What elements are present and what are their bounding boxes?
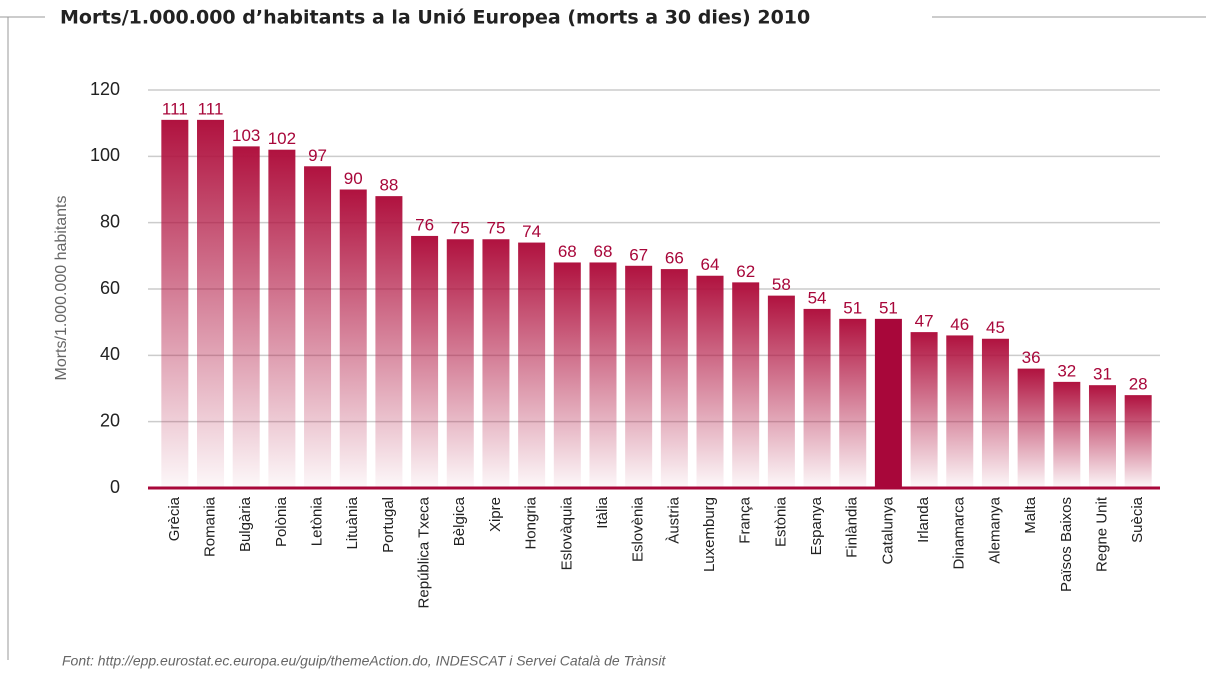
bar [589, 262, 617, 488]
value-label: 62 [736, 262, 755, 281]
x-tick-label: República Txeca [416, 496, 433, 608]
x-tick-label: Bulgària [237, 496, 254, 552]
value-label: 88 [379, 176, 398, 195]
x-tick-label: Eslovàquia [558, 496, 575, 570]
value-label: 32 [1057, 361, 1076, 380]
y-tick-label: 20 [100, 410, 120, 430]
x-tick-label: Suècia [1129, 496, 1146, 543]
bar [660, 269, 688, 488]
bar [910, 332, 938, 488]
x-tick-label: Luxemburg [701, 497, 718, 572]
y-tick-label: 100 [90, 145, 120, 165]
x-tick-label: Letònia [309, 496, 326, 546]
value-label: 111 [198, 99, 224, 118]
bar [1017, 368, 1045, 488]
bar [339, 189, 367, 488]
bar [696, 275, 724, 488]
value-label: 97 [308, 146, 327, 165]
y-tick-label: 0 [110, 477, 120, 497]
x-tick-label: Lituània [344, 496, 361, 549]
bar [946, 335, 974, 488]
chart-title: Morts/1.000.000 d’habitants a la Unió Eu… [60, 7, 810, 29]
bar [553, 262, 581, 488]
bar [874, 318, 902, 488]
value-label: 31 [1093, 365, 1112, 384]
value-label: 102 [268, 129, 296, 148]
value-label: 47 [915, 312, 934, 331]
value-label: 67 [629, 245, 648, 264]
value-label: 66 [665, 249, 684, 268]
value-label: 74 [522, 222, 541, 241]
y-tick-label: 60 [100, 278, 120, 298]
bar [839, 318, 867, 488]
bar [446, 239, 474, 488]
value-label: 28 [1129, 375, 1148, 394]
source: Font: http://epp.eurostat.ec.europa.eu/g… [62, 653, 666, 669]
bar [1088, 385, 1116, 488]
bar [767, 295, 795, 488]
bar [482, 239, 510, 488]
x-tick-label: Xipre [487, 497, 504, 532]
x-tick-label: Itàlia [594, 496, 611, 528]
x-tick-label: Hongria [523, 496, 540, 549]
x-tick-label: Malta [1022, 496, 1039, 533]
bar [1053, 381, 1081, 488]
bar [232, 146, 260, 488]
x-tick-label: França [737, 496, 754, 543]
x-tick-label: Àustria [665, 496, 682, 543]
x-tick-label: Polònia [273, 496, 290, 547]
x-tick-label: Catalunya [879, 496, 896, 564]
value-label: 75 [486, 219, 505, 238]
x-tick-label: Dinamarca [951, 496, 968, 569]
bar [375, 196, 403, 488]
bar [304, 166, 332, 489]
value-label: 68 [558, 242, 577, 261]
value-label: 75 [451, 219, 470, 238]
value-label: 64 [701, 255, 720, 274]
y-tick-label: 120 [90, 79, 120, 99]
bar [803, 308, 831, 488]
y-axis-label: Morts/1.000.000 habitants [53, 195, 70, 380]
bar [981, 338, 1009, 488]
y-tick-label: 40 [100, 344, 120, 364]
x-tick-label: Grècia [166, 496, 183, 541]
x-tick-label: Eslovènia [630, 496, 647, 562]
x-tick-label: Alemanya [986, 496, 1003, 563]
value-label: 76 [415, 215, 434, 234]
x-tick-label: Regne Unit [1093, 496, 1110, 572]
x-tick-label: Portugal [380, 497, 397, 553]
x-tick-label: Irlanda [915, 496, 932, 543]
x-tick-label: Romania [201, 496, 218, 557]
bar [197, 119, 225, 488]
bar [411, 235, 439, 488]
value-label: 90 [344, 169, 363, 188]
value-label: 36 [1022, 348, 1041, 367]
value-label: 68 [594, 242, 613, 261]
x-tick-label: Bèlgica [451, 496, 468, 546]
x-tick-label: Finlàndia [844, 496, 861, 558]
bar [625, 265, 653, 488]
y-tick-label: 80 [100, 211, 120, 231]
value-label: 51 [879, 298, 898, 317]
value-label: 54 [808, 288, 827, 307]
bar [161, 119, 189, 488]
value-label: 46 [950, 315, 969, 334]
bar [1124, 395, 1152, 488]
bar [268, 149, 296, 488]
value-label: 45 [986, 318, 1005, 337]
value-label: 51 [843, 298, 862, 317]
bar [518, 242, 546, 488]
x-tick-label: Espanya [808, 496, 825, 555]
bar [732, 282, 760, 488]
value-label: 103 [232, 126, 260, 145]
x-tick-label: Estònia [772, 496, 789, 547]
x-tick-label: Països Baixos [1058, 497, 1075, 592]
value-label: 111 [162, 99, 188, 118]
value-label: 58 [772, 275, 791, 294]
